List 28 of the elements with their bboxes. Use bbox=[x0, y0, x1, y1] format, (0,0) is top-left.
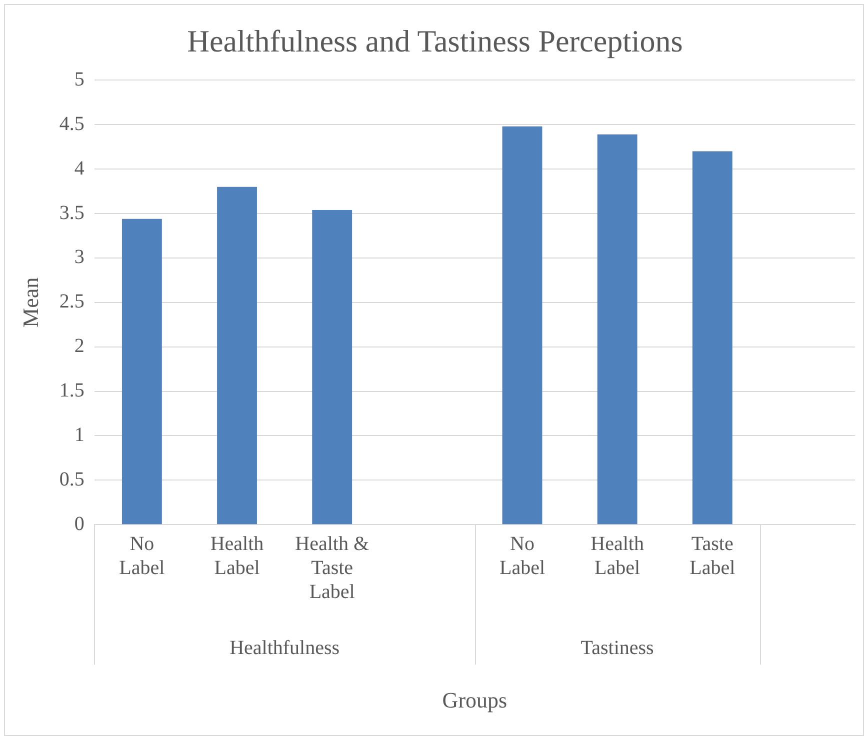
y-tick-label: 3 bbox=[74, 246, 84, 268]
bar bbox=[217, 186, 257, 524]
y-axis-title: Mean bbox=[18, 277, 43, 328]
x-tick-label: Health Label bbox=[210, 532, 264, 579]
y-tick-label: 4.5 bbox=[59, 112, 84, 135]
y-tick-label: 1 bbox=[74, 424, 84, 446]
y-tick-label: 4 bbox=[74, 157, 84, 180]
y-tick-label: 1.5 bbox=[59, 380, 84, 402]
y-tick-label: 2 bbox=[74, 335, 84, 358]
text: Healthfulness bbox=[230, 636, 340, 659]
x-tick-label: No Label bbox=[119, 532, 166, 579]
bar bbox=[692, 151, 732, 524]
x-tick-label: No Label bbox=[499, 532, 546, 579]
chart-title: Healthfulness and Tastiness Perceptions bbox=[187, 24, 683, 59]
bar bbox=[312, 210, 352, 524]
x-axis-title: Groups bbox=[442, 688, 508, 713]
y-tick-label: 5 bbox=[74, 68, 84, 90]
x-tick-label: Health & Taste Label bbox=[295, 532, 370, 603]
text: Tastiness bbox=[580, 636, 654, 659]
bar bbox=[502, 126, 542, 524]
y-tick-label: 0 bbox=[74, 512, 84, 535]
x-tick-label: Health Label bbox=[590, 532, 644, 579]
y-tick-label: 0.5 bbox=[59, 468, 84, 490]
bar bbox=[597, 134, 638, 524]
y-tick-label: 3.5 bbox=[59, 202, 84, 224]
bar bbox=[122, 218, 162, 524]
y-tick-label: 2.5 bbox=[59, 290, 84, 313]
x-tick-label: Taste Label bbox=[690, 532, 736, 579]
